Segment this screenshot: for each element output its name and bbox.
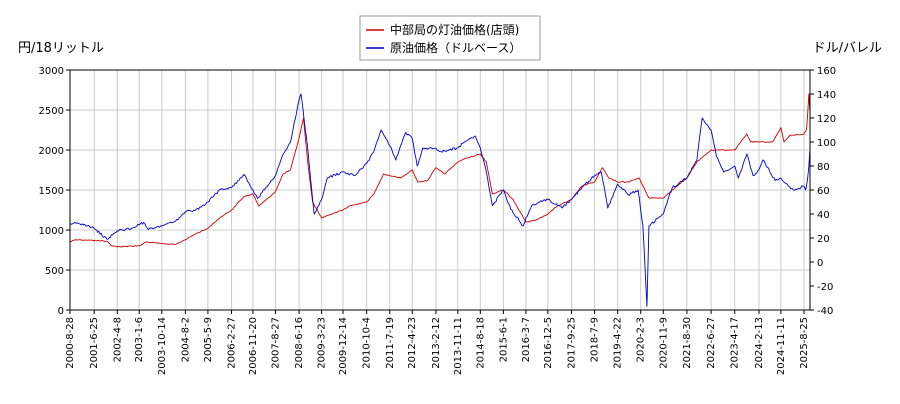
- right-tick-label: 120: [817, 114, 836, 125]
- x-tick-label: 2004-8-2: [180, 317, 191, 362]
- x-tick-label: 2024-2-13: [754, 317, 765, 369]
- left-tick-label: 2000: [39, 146, 64, 157]
- x-tick-label: 2003-1-6: [134, 317, 145, 362]
- left-tick-label: 0: [58, 306, 64, 317]
- x-tick-label: 2008-6-16: [294, 317, 305, 369]
- x-tick-label: 2001-6-25: [89, 317, 100, 369]
- series-layer: [70, 93, 810, 307]
- left-axis-label: 円/18リットル: [18, 41, 104, 56]
- right-tick-label: 160: [817, 66, 836, 77]
- x-tick-label: 2014-8-18: [475, 317, 486, 369]
- x-tick-label: 2020-11-9: [658, 317, 669, 369]
- x-tick-label: 2016-3-7: [521, 317, 532, 362]
- right-tick-label: 100: [817, 138, 836, 149]
- x-tick-label: 2016-12-5: [543, 317, 554, 369]
- x-tick-label: 2019-4-22: [613, 317, 624, 369]
- left-tick-label: 1500: [39, 186, 64, 197]
- left-tick-label: 3000: [39, 66, 64, 77]
- x-axis: 2000-8-28 2001-6-25 2002-4-8 2003-1-6 2003-1…: [65, 310, 810, 375]
- legend-box: [359, 15, 541, 61]
- x-tick-label: 2021-8-30: [682, 317, 693, 369]
- left-tick-label: 500: [45, 266, 64, 277]
- right-tick-label: 40: [817, 210, 830, 221]
- series-line-crude-oil: [70, 93, 810, 307]
- right-tick-label: 140: [817, 90, 836, 101]
- x-tick-label: 2018-7-9: [590, 317, 601, 362]
- x-tick-label: 2009-12-14: [338, 317, 349, 375]
- right-tick-label: 20: [817, 234, 830, 245]
- right-tick-label: 80: [817, 162, 830, 173]
- x-tick-label: 2006-2-27: [227, 317, 238, 369]
- right-axis: -40 -20 0 20 40 60 80 100 120 140 160: [810, 66, 836, 317]
- right-tick-label: 60: [817, 186, 830, 197]
- right-axis-label: ドル/バレル: [813, 41, 882, 56]
- x-tick-label: 2005-5-9: [203, 317, 214, 362]
- grid: [69, 69, 810, 311]
- right-tick-label: -20: [817, 282, 833, 293]
- x-tick-label: 2024-11-11: [776, 317, 787, 375]
- x-tick-label: 2015-6-1: [498, 317, 509, 362]
- x-tick-label: 2017-9-25: [567, 317, 578, 369]
- x-tick-label: 2013-11-11: [453, 317, 464, 375]
- legend-entry: 中部局の灯油価格(店頭): [390, 22, 519, 37]
- x-tick-label: 2003-10-14: [157, 317, 168, 375]
- x-tick-label: 2013-2-12: [431, 317, 442, 369]
- x-tick-label: 2012-4-23: [407, 317, 418, 369]
- x-tick-label: 2000-8-28: [65, 317, 76, 369]
- x-tick-label: 2011-7-19: [385, 317, 396, 369]
- x-tick-label: 2023-4-17: [730, 317, 741, 369]
- x-tick-label: 2025-8-25: [799, 317, 810, 369]
- x-tick-label: 2006-11-20: [248, 317, 259, 375]
- x-tick-label: 2009-3-23: [317, 317, 328, 369]
- x-tick-label: 2010-10-4: [362, 317, 373, 369]
- left-axis: 0 500 1000 1500 2000 2500 3000: [39, 66, 70, 317]
- x-tick-label: 2007-8-27: [270, 317, 281, 369]
- x-tick-label: 2022-6-27: [706, 317, 717, 369]
- left-tick-label: 2500: [39, 106, 64, 117]
- series-line-kerosene: [70, 93, 810, 248]
- left-tick-label: 1000: [39, 226, 64, 237]
- right-tick-label: -40: [817, 306, 833, 317]
- x-tick-label: 2020-2-3: [636, 317, 647, 362]
- legend: 中部局の灯油価格(店頭) 原油価格（ドルベース）: [359, 15, 541, 61]
- x-tick-label: 2002-4-8: [112, 317, 123, 362]
- right-tick-label: 0: [817, 258, 823, 269]
- legend-entry: 原油価格（ドルベース）: [390, 40, 521, 55]
